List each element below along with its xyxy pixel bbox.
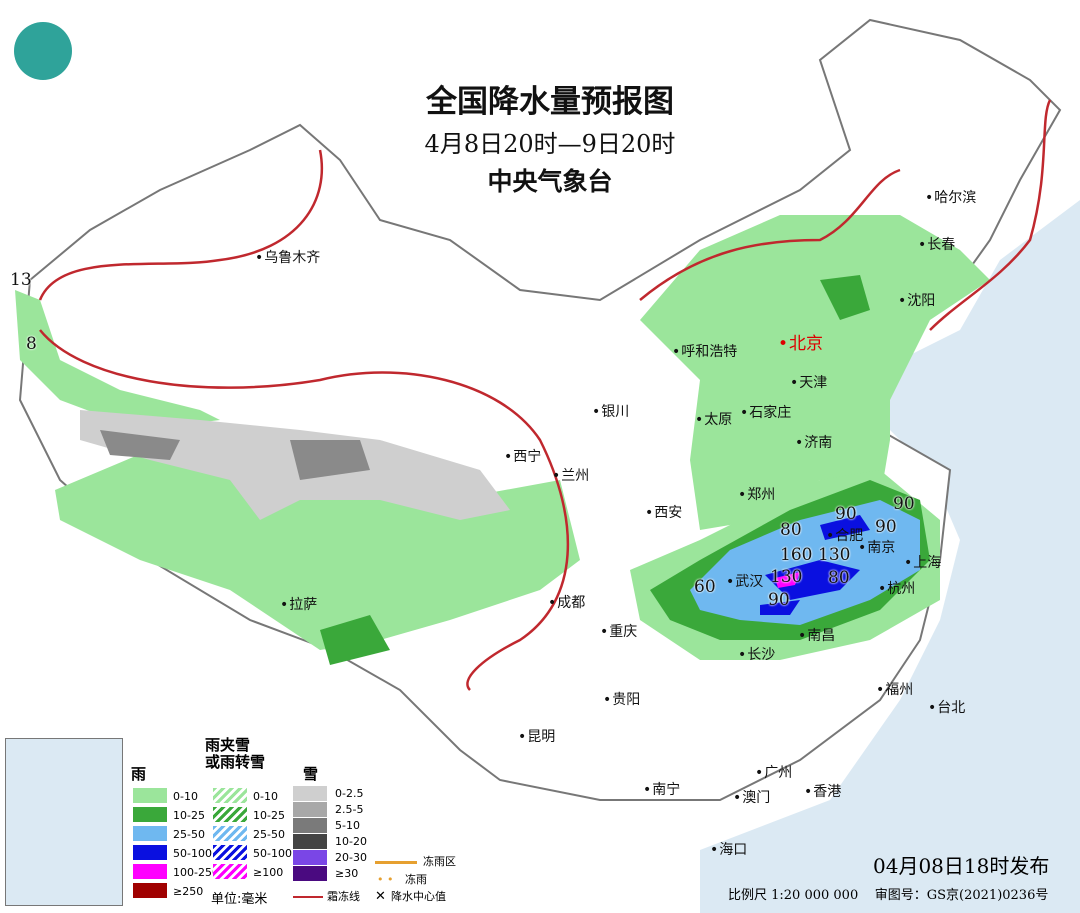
issuer: 中央气象台 [487, 167, 613, 196]
rain-0-10-west [15, 290, 220, 430]
city-label: 济南 [795, 435, 832, 452]
legend-label: 0-2.5 [335, 787, 364, 800]
legend-label: ≥100 [253, 866, 284, 879]
city-label: 兰州 [552, 468, 589, 485]
city-label: 石家庄 [740, 405, 791, 422]
city-label: 福州 [876, 682, 913, 699]
city-label: 太原 [695, 412, 732, 429]
legend-label: ≥250 [173, 885, 204, 898]
legend-rain-title: 雨 [131, 765, 147, 783]
city-label: 拉萨 [280, 597, 317, 614]
legend-freezing-rain: 冻雨 [405, 873, 427, 886]
city-label: 香港 [804, 784, 841, 801]
legend-center-value: 降水中心值 [391, 890, 446, 903]
city-label: 成都 [548, 595, 585, 612]
frost-line [38, 99, 1052, 691]
city-label: 哈尔滨 [925, 190, 976, 207]
legend-frost-line: 霜冻线 [327, 890, 360, 903]
precip-center-value: 90 [893, 494, 915, 514]
city-label: 重庆 [600, 624, 637, 641]
city-label: 杭州 [878, 581, 915, 598]
city-label: 合肥 [826, 528, 863, 545]
legend-label: 0-10 [253, 790, 278, 803]
rain-100-250 [775, 572, 800, 588]
city-label: 沈阳 [898, 293, 935, 310]
city-label-capital: 北京 [778, 334, 823, 354]
precip-center-value: 90 [875, 517, 897, 537]
legend-label: ≥30 [335, 867, 359, 880]
city-label: 银川 [592, 404, 629, 421]
precip-center-value: 90 [768, 590, 790, 610]
snow-0-2-5 [80, 410, 510, 520]
legend-freezing-rain-area: 冻雨区 [423, 855, 456, 868]
legend-label: 10-25 [253, 809, 285, 822]
legend-label: 10-25 [173, 809, 205, 822]
precip-center-value: 130 [770, 567, 803, 587]
city-label: 呼和浩特 [672, 344, 737, 361]
legend-label: 20-30 [335, 851, 367, 864]
legend-label: 0-10 [173, 790, 198, 803]
city-label: 天津 [790, 375, 827, 392]
legend-unit: 单位:毫米 [211, 892, 268, 907]
snow-2-5-5 [100, 430, 370, 480]
city-label: 长沙 [738, 647, 775, 664]
cma-logo [14, 22, 72, 80]
precip-center-value: 160 [780, 545, 813, 565]
city-label: 西安 [645, 505, 682, 522]
city-label: 乌鲁木齐 [255, 250, 320, 267]
issue-time: 04月08日18时发布 [873, 854, 1050, 878]
legend-label: 50-100 [253, 847, 292, 860]
legend-label: 10-20 [335, 835, 367, 848]
city-label: 上海 [904, 555, 941, 572]
map-title: 全国降水量预报图 [426, 84, 674, 120]
precip-center-value: 130 [818, 545, 851, 565]
city-label: 武汉 [726, 574, 763, 591]
rain-10-25-patches [320, 275, 870, 665]
city-label: 郑州 [738, 487, 775, 504]
sea [700, 200, 1080, 913]
city-label: 海口 [710, 842, 747, 859]
rain-50-100 [760, 515, 870, 615]
scale-and-review-number: 比例尺 1:20 000 000 审图号：GS京(2021)0236号 [728, 884, 1048, 903]
legend-label: 2.5-5 [335, 803, 364, 816]
south-china-sea-inset [5, 738, 123, 906]
precip-center-value: 8 [26, 334, 37, 354]
legend: 雨 雨夹雪 或雨转雪 雪 0-10 10-25 25-50 50-100 100… [131, 736, 456, 908]
precip-center-value: 13 [10, 270, 32, 290]
legend-label: 50-100 [173, 847, 212, 860]
legend-label: 100-250 [173, 866, 219, 879]
legend-label: 25-50 [253, 828, 285, 841]
legend-snow-title: 雪 [303, 765, 319, 783]
city-label: 南昌 [798, 628, 835, 645]
precip-center-value: 80 [780, 520, 802, 540]
precip-center-value: 90 [835, 504, 857, 524]
review-number: 审图号：GS京(2021)0236号 [874, 888, 1049, 903]
forecast-period: 4月8日20时—9日20时 [424, 130, 676, 158]
city-label: 南京 [858, 540, 895, 557]
city-label: 西宁 [504, 449, 541, 466]
city-label: 长春 [918, 237, 955, 254]
city-label: 南宁 [643, 782, 680, 799]
scale: 比例尺 1:20 000 000 [728, 888, 859, 903]
precip-center-value: 80 [828, 568, 850, 588]
city-label: 贵阳 [603, 692, 640, 709]
city-label: 澳门 [733, 790, 770, 807]
precip-center-value: 60 [694, 577, 716, 597]
city-label: 台北 [928, 700, 965, 717]
city-label: 昆明 [518, 729, 555, 746]
legend-label: 5-10 [335, 819, 360, 832]
legend-label: 25-50 [173, 828, 205, 841]
city-label: 广州 [755, 765, 792, 782]
legend-mixed-title: 雨夹雪 或雨转雪 [205, 736, 266, 771]
